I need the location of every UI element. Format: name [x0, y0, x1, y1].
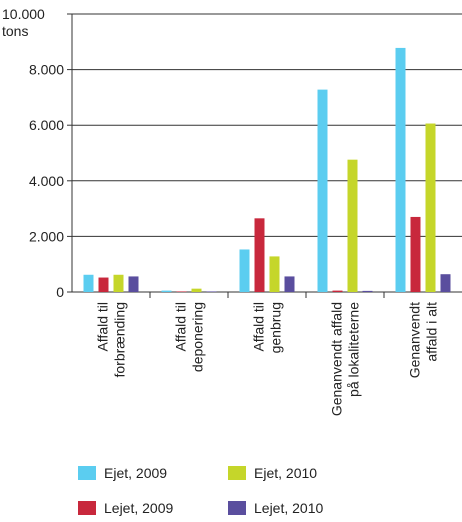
bar [362, 290, 373, 292]
x-tick-label: Affald til genbrug [251, 302, 284, 353]
bar [440, 274, 451, 292]
x-tick-label-line: Genanvendt [407, 302, 423, 378]
bar [425, 123, 436, 292]
y-tick-label: 2.000 [29, 228, 64, 244]
y-tick-label: 8.000 [29, 62, 64, 78]
y-tick-label: 0 [56, 284, 64, 300]
x-tick-label-line: deponering [190, 302, 206, 372]
bar [410, 216, 421, 292]
x-tick-label-line: forbrænding [112, 302, 128, 378]
bar [347, 159, 358, 292]
x-tick-label-line: Affald til [173, 302, 189, 352]
x-tick-label: Genanvendt affald i alt [407, 302, 440, 378]
bar [395, 47, 406, 292]
y-tick-label: 6.000 [29, 117, 64, 133]
x-tick-label: Affald til forbrænding [95, 302, 128, 378]
bar [191, 288, 202, 292]
bar [113, 274, 124, 292]
y-tick-label: 10.000 [2, 6, 45, 22]
bar [176, 291, 187, 292]
x-tick-label: Genanvendt affald på lokaliteterne [329, 302, 362, 416]
bar [269, 256, 280, 292]
bar [206, 291, 217, 292]
bar [332, 290, 343, 292]
x-tick-label-line: affald i alt [424, 302, 440, 362]
y-tick-label: 4.000 [29, 173, 64, 189]
bar [317, 89, 328, 292]
bar [98, 277, 109, 292]
bar [239, 249, 250, 292]
bar [254, 218, 265, 292]
x-tick-label: Affald til deponering [173, 302, 206, 372]
x-tick-label-line: på lokaliteterne [346, 302, 362, 397]
x-tick-label-line: Affald til [95, 302, 111, 352]
x-tick-label-line: Affald til [251, 302, 267, 352]
bar [128, 276, 139, 292]
y-axis-label: tons [2, 23, 28, 39]
x-tick-label-line: genbrug [268, 302, 284, 353]
bar [284, 276, 295, 292]
bar [161, 290, 172, 292]
x-tick-label-line: Genanvendt affald [329, 302, 345, 416]
bar [83, 274, 94, 292]
